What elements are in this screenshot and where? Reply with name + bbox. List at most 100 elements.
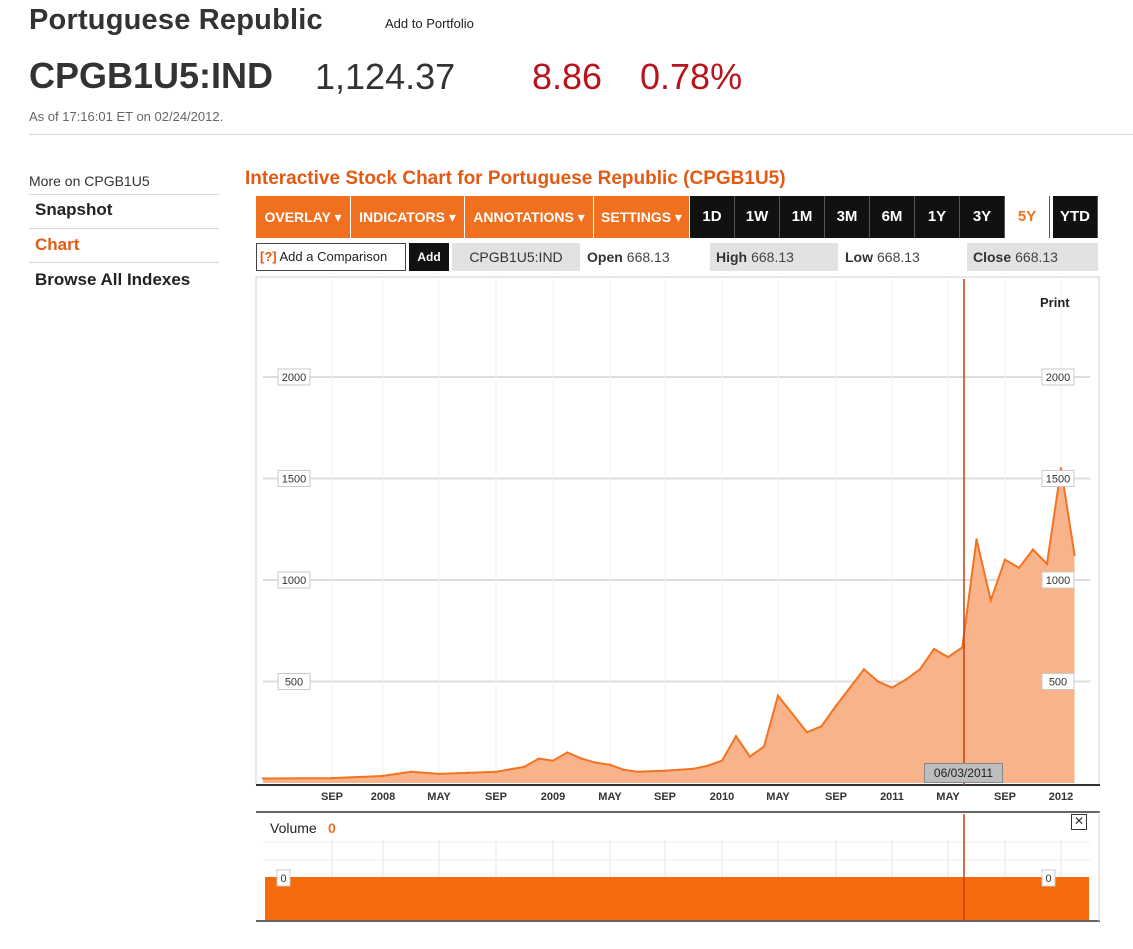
close-label: Close bbox=[973, 249, 1012, 265]
company-name: Portuguese Republic bbox=[29, 4, 323, 36]
overlay-menu-button[interactable]: OVERLAY ▾ bbox=[256, 196, 351, 238]
low-label: Low bbox=[845, 249, 873, 265]
range-1w-button[interactable]: 1W bbox=[735, 196, 780, 238]
price-point bbox=[734, 735, 738, 738]
high-number: 668.13 bbox=[751, 249, 794, 265]
y-tick-box bbox=[1041, 368, 1075, 386]
price-point bbox=[523, 765, 526, 768]
x-tick-label: MAY bbox=[427, 791, 451, 803]
price-point bbox=[748, 755, 752, 758]
price-point bbox=[437, 772, 441, 776]
close-number: 668.13 bbox=[1015, 249, 1058, 265]
price-point bbox=[918, 668, 922, 671]
x-tick-label: 2011 bbox=[880, 791, 904, 803]
range-3y-button[interactable]: 3Y bbox=[960, 196, 1005, 238]
price-point bbox=[720, 759, 724, 762]
sidebar-title: More on CPGB1U5 bbox=[29, 173, 150, 189]
price-point bbox=[834, 704, 838, 708]
price-point bbox=[1059, 467, 1063, 470]
price-point bbox=[1073, 553, 1076, 557]
price-point bbox=[594, 761, 597, 764]
volume-bar bbox=[265, 877, 1089, 920]
x-tick-label: 2009 bbox=[541, 791, 565, 803]
price-point bbox=[580, 757, 583, 760]
price-point bbox=[805, 731, 809, 734]
price-point bbox=[932, 647, 936, 651]
range-5y-button[interactable]: 5Y bbox=[1005, 196, 1050, 238]
price-point bbox=[692, 767, 695, 770]
x-tick-label: SEP bbox=[654, 791, 676, 803]
add-comparison-label: Add a Comparison bbox=[279, 249, 388, 264]
open-number: 668.13 bbox=[626, 249, 670, 265]
price-point bbox=[762, 745, 766, 748]
y-tick-label-right: 1500 bbox=[1046, 474, 1070, 486]
price-area bbox=[263, 468, 1075, 783]
price-change-percent: 0.78% bbox=[640, 56, 743, 97]
x-tick-label: 2012 bbox=[1049, 791, 1073, 803]
range-1m-button[interactable]: 1M bbox=[780, 196, 825, 238]
y-tick-label-left: 2000 bbox=[282, 372, 306, 384]
high-value: High 668.13 bbox=[710, 243, 838, 271]
y-tick-box bbox=[1041, 571, 1075, 589]
close-volume-icon[interactable]: ✕ bbox=[1071, 814, 1087, 830]
price-point bbox=[876, 680, 880, 683]
price-point bbox=[776, 694, 780, 697]
y-tick-label-right: 2000 bbox=[1046, 372, 1070, 384]
price-point bbox=[1045, 562, 1049, 565]
x-axis-labels: SEP 2008 MAY SEP 2009 MAY SEP 2010 MAY SEP 2011 MAY… bbox=[321, 791, 1073, 803]
ticker-symbol: CPGB1U5:IND bbox=[29, 55, 274, 96]
range-3m-button[interactable]: 3M bbox=[825, 196, 870, 238]
sidebar-item-chart[interactable]: Chart bbox=[35, 235, 80, 254]
price-point bbox=[381, 774, 385, 778]
open-label: Open bbox=[587, 249, 623, 265]
sidebar-item-snapshot[interactable]: Snapshot bbox=[35, 200, 113, 219]
sidebar-divider bbox=[29, 262, 219, 263]
price-point bbox=[663, 769, 667, 773]
price-points bbox=[261, 467, 1076, 780]
volume-tick-box bbox=[1041, 869, 1056, 887]
add-comparison-button[interactable]: Add bbox=[409, 243, 449, 271]
range-1d-button[interactable]: 1D bbox=[690, 196, 735, 238]
range-1y-button[interactable]: 1Y bbox=[915, 196, 960, 238]
price-point bbox=[791, 712, 794, 716]
price-point bbox=[1003, 558, 1007, 561]
x-tick-label: MAY bbox=[936, 791, 960, 803]
price-point bbox=[1031, 548, 1035, 551]
range-6m-button[interactable]: 6M bbox=[870, 196, 915, 238]
help-icon[interactable]: [?] bbox=[260, 249, 277, 264]
high-label: High bbox=[716, 249, 748, 265]
print-link[interactable]: Print bbox=[1040, 295, 1070, 310]
indicators-menu-button[interactable]: INDICATORS ▾ bbox=[351, 196, 465, 238]
x-tick-label: 2008 bbox=[371, 791, 395, 803]
price-point bbox=[706, 764, 709, 767]
price-point bbox=[975, 538, 978, 541]
price-point bbox=[848, 686, 852, 689]
add-comparison-input[interactable]: [?] Add a Comparison bbox=[256, 243, 406, 271]
price-point bbox=[989, 599, 992, 602]
y-tick-box bbox=[1041, 673, 1075, 690]
volume-tick-box bbox=[276, 869, 291, 887]
y-tick-label-right: 1000 bbox=[1046, 575, 1070, 587]
close-value: Close 668.13 bbox=[967, 243, 1098, 271]
x-tick-label: SEP bbox=[485, 791, 507, 803]
y-tick-label-right: 500 bbox=[1049, 677, 1067, 689]
x-tick-label: MAY bbox=[598, 791, 622, 803]
chart-heading: Interactive Stock Chart for Portuguese R… bbox=[245, 168, 786, 189]
price-point bbox=[820, 724, 823, 728]
volume-value: 0 bbox=[328, 820, 336, 836]
price-point bbox=[494, 770, 498, 774]
price-point bbox=[261, 777, 265, 780]
x-tick-label: SEP bbox=[321, 791, 343, 803]
y-tick-box bbox=[277, 470, 311, 487]
price-point bbox=[946, 655, 950, 659]
x-tick-label: 2010 bbox=[710, 791, 734, 803]
settings-menu-button[interactable]: SETTINGS ▾ bbox=[594, 196, 690, 238]
sidebar-item-browse-all-indexes[interactable]: Browse All Indexes bbox=[35, 270, 191, 289]
range-ytd-button[interactable]: YTD bbox=[1053, 196, 1098, 238]
price-point bbox=[622, 768, 625, 772]
add-to-portfolio-link[interactable]: Add to Portfolio bbox=[385, 16, 474, 31]
price-change: 8.86 bbox=[532, 56, 603, 97]
annotations-menu-button[interactable]: ANNOTATIONS ▾ bbox=[465, 196, 594, 238]
